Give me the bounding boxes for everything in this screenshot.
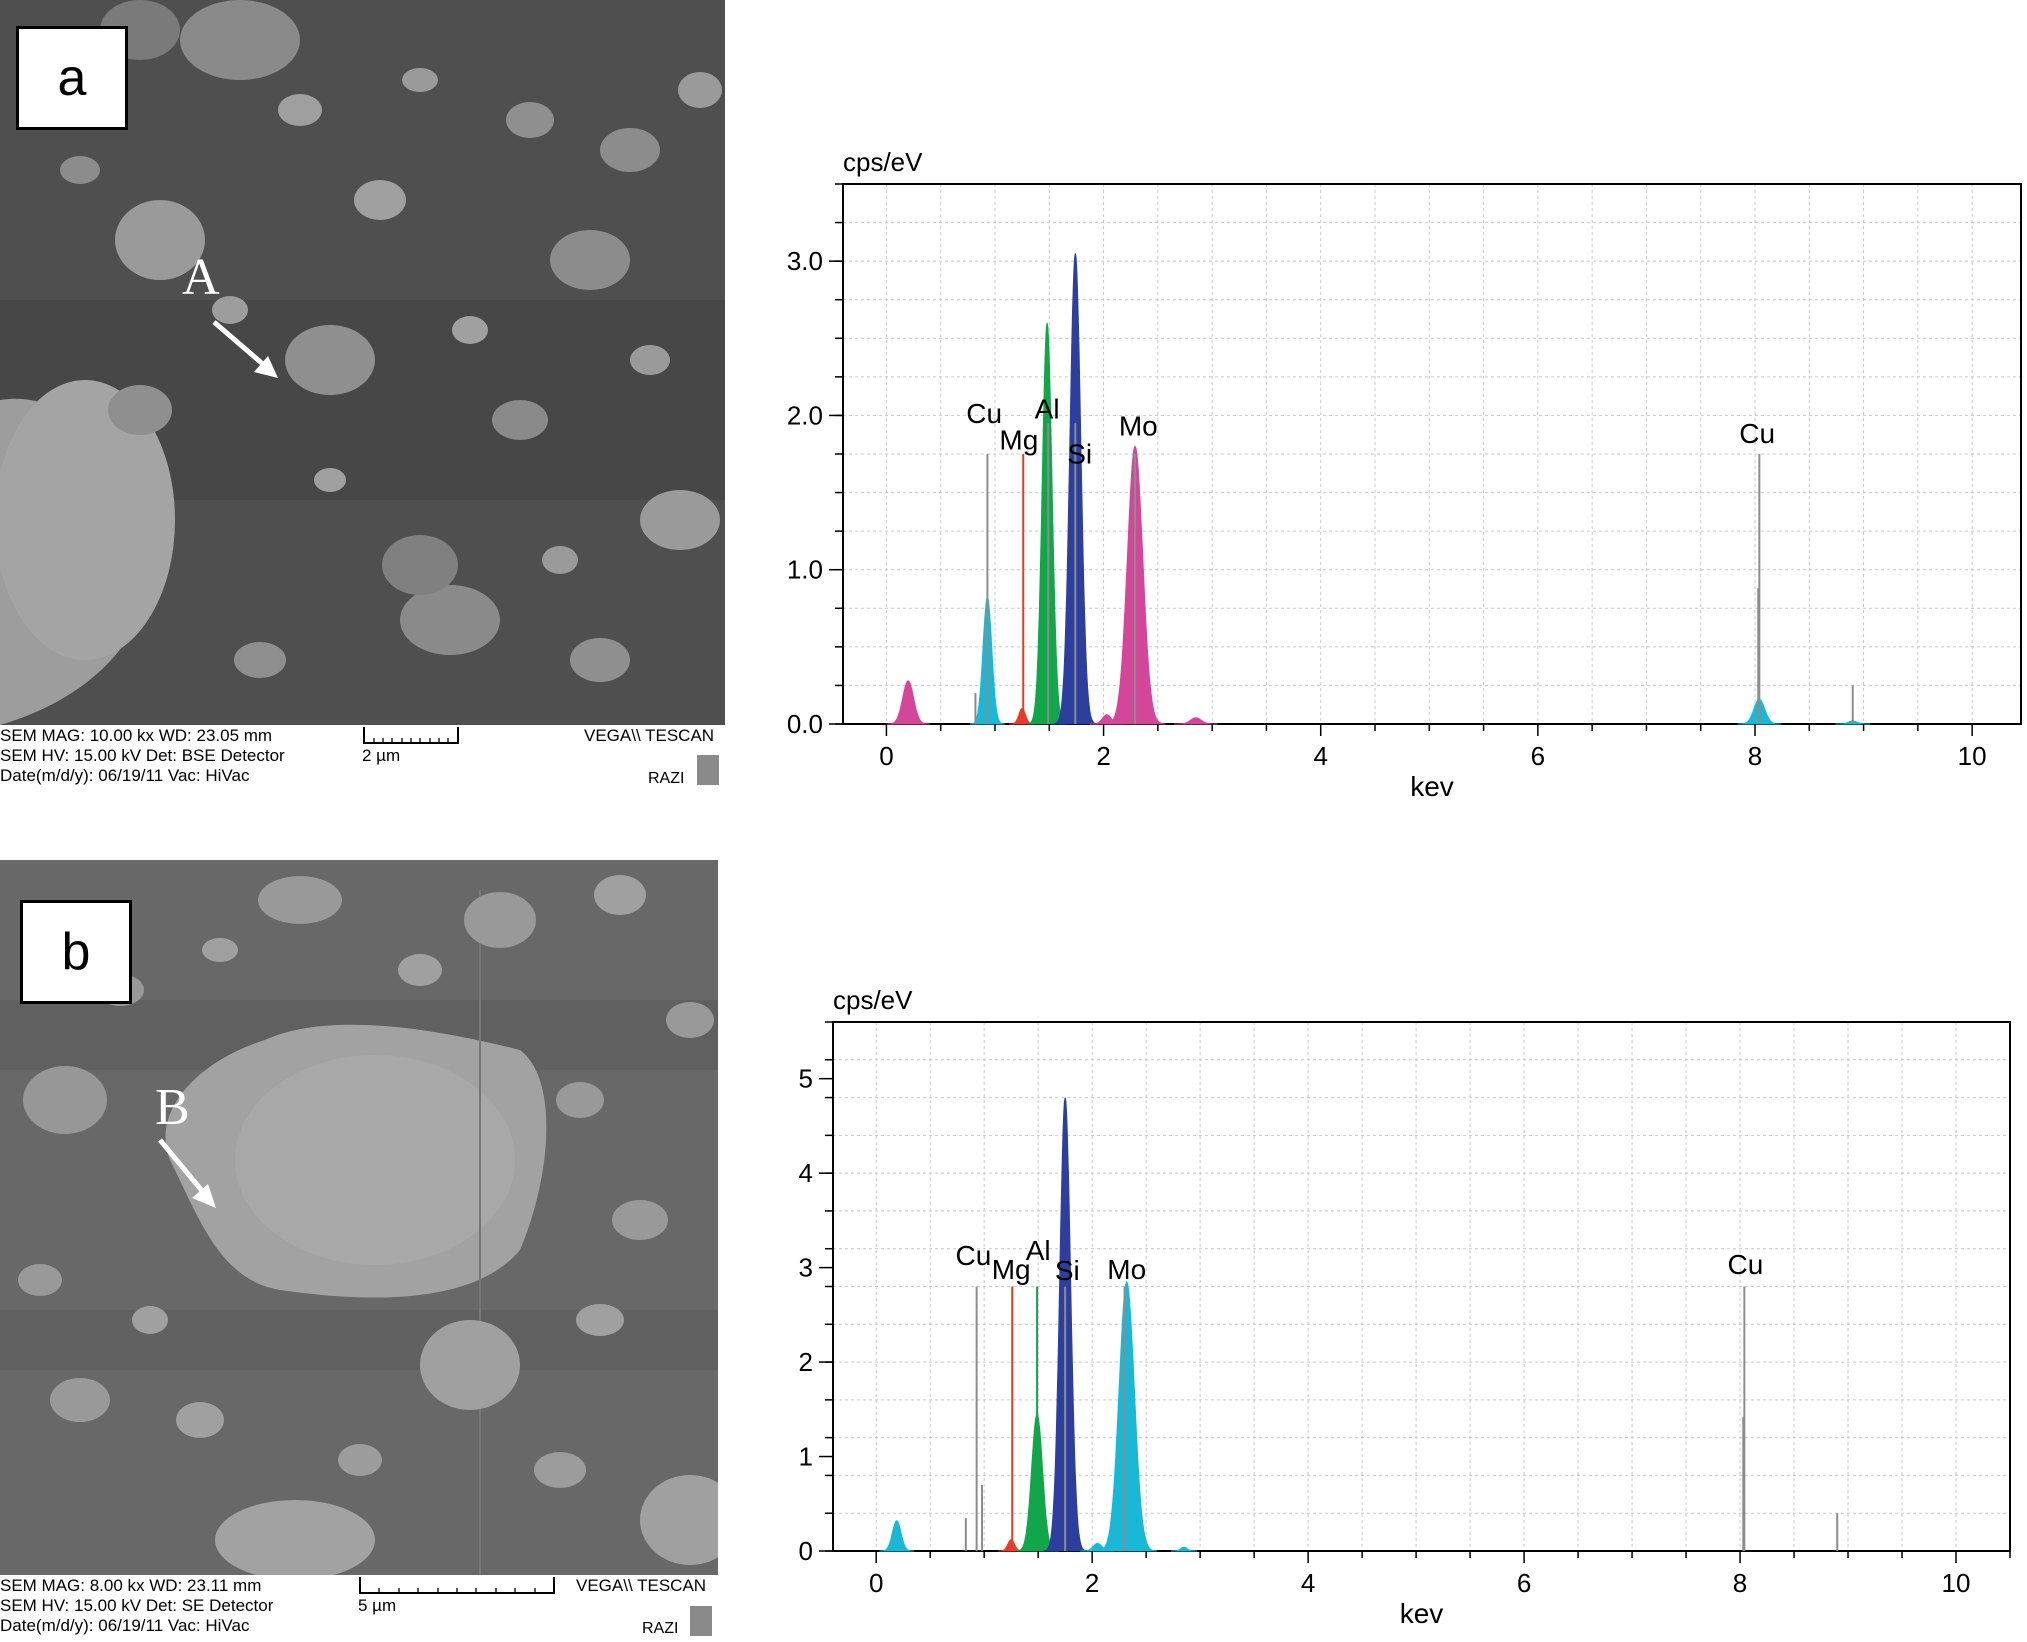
- sem-texture-a: [0, 0, 725, 725]
- x-tick-label: 4: [1301, 1568, 1315, 1598]
- sem-caption-b: SEM MAG: 8.00 kx WD: 23.11 mm SEM HV: 15…: [0, 1576, 273, 1636]
- x-axis-label: kev: [1400, 1598, 1444, 1629]
- x-tick-label: 6: [1517, 1568, 1531, 1598]
- caption-line: SEM MAG: 10.00 kx WD: 23.05 mm: [0, 726, 273, 745]
- sem-image-a: a A: [0, 0, 725, 725]
- caption-line: Date(m/d/y): 06/19/11 Vac: HiVac: [0, 766, 250, 785]
- element-label: Al: [1035, 394, 1060, 425]
- x-tick-label: 10: [1942, 1568, 1971, 1598]
- y-tick-label: 5: [799, 1064, 813, 1094]
- spectrum-peak: [1096, 1280, 1157, 1552]
- scale-label-a: 2 µm: [362, 746, 401, 765]
- x-tick-label: 2: [1096, 741, 1110, 771]
- y-tick-label: 0: [799, 1536, 813, 1566]
- y-tick-label: 1: [799, 1442, 813, 1472]
- vendor-b: VEGA\\ TESCAN: [576, 1576, 707, 1595]
- element-label: Si: [1067, 438, 1092, 469]
- y-tick-label: 0.0: [787, 709, 823, 739]
- y-axis-label: cps/eV: [833, 985, 913, 1015]
- x-tick-label: 2: [1085, 1568, 1099, 1598]
- x-tick-label: 6: [1531, 741, 1545, 771]
- panel-label-b: b: [20, 900, 132, 1004]
- x-tick-label: 0: [879, 741, 893, 771]
- y-tick-label: 4: [799, 1158, 813, 1188]
- spectrum-peak: [1174, 717, 1218, 725]
- element-label: Mg: [992, 1254, 1031, 1285]
- element-label: Mo: [1119, 410, 1158, 441]
- razi-logo-a: [697, 755, 719, 785]
- x-tick-label: 8: [1748, 741, 1762, 771]
- element-label: Cu: [1728, 1249, 1764, 1280]
- element-label: Cu: [966, 398, 1002, 429]
- y-tick-label: 1.0: [787, 555, 823, 585]
- lab-label-a: RAZI: [648, 770, 685, 787]
- eds-spectrum-b: Cu Mg Al Si Mo Cu 0 2 4 6 8 10 0 1 2 3 4 5 cps/eV kev: [760, 975, 2027, 1640]
- x-tick-label: 4: [1313, 741, 1327, 771]
- y-tick-label: 2.0: [787, 400, 823, 430]
- element-label: Si: [1055, 1255, 1080, 1286]
- element-label: Cu: [955, 1240, 991, 1271]
- caption-line: SEM HV: 15.00 kV Det: SE Detector: [0, 1596, 274, 1615]
- spectrum-peak: [879, 1520, 914, 1552]
- lab-label-b: RAZI: [642, 1620, 679, 1637]
- element-label: Mg: [999, 424, 1038, 455]
- y-axis-label: cps/eV: [843, 147, 923, 177]
- scale-bar-b: [358, 1575, 558, 1600]
- spectrum-peak: [1027, 322, 1067, 725]
- scale-label-b: 5 µm: [358, 1596, 397, 1615]
- scale-bar-a: [362, 725, 462, 750]
- spectrum-peak: [886, 680, 930, 725]
- element-label: Al: [1026, 1235, 1051, 1266]
- vendor-a: VEGA\\ TESCAN: [584, 726, 715, 745]
- x-tick-label: 0: [869, 1568, 883, 1598]
- spectrum-peak: [1171, 1546, 1197, 1552]
- spectrum-peak: [998, 1539, 1025, 1552]
- point-letter-a: A: [182, 249, 220, 306]
- caption-line: Date(m/d/y): 06/19/11 Vac: HiVac: [0, 1616, 250, 1635]
- razi-logo-b: [690, 1606, 712, 1636]
- y-tick-label: 3: [799, 1253, 813, 1283]
- element-label: Mo: [1107, 1254, 1146, 1285]
- point-letter-b: B: [155, 1079, 190, 1136]
- sem-image-b: b B: [0, 860, 718, 1575]
- panel-label-a: a: [16, 26, 128, 130]
- y-tick-label: 2: [799, 1347, 813, 1377]
- caption-line: SEM HV: 15.00 kV Det: BSE Detector: [0, 746, 285, 765]
- x-tick-label: 8: [1733, 1568, 1747, 1598]
- sem-caption-a: SEM MAG: 10.00 kx WD: 23.05 mm SEM HV: 1…: [0, 726, 285, 786]
- eds-spectrum-a: Cu Mg Al Si Mo Cu 0 2 4 6 8 10 0.0 1.0 2.0 3.0 cps/eV kev: [760, 140, 2027, 825]
- arrow-b: [158, 1138, 210, 1200]
- element-label: Cu: [1739, 418, 1775, 449]
- x-axis-label: kev: [1410, 771, 1454, 802]
- y-tick-label: 3.0: [787, 246, 823, 276]
- x-tick-label: 10: [1958, 741, 1987, 771]
- caption-line: SEM MAG: 8.00 kx WD: 23.11 mm: [0, 1576, 262, 1595]
